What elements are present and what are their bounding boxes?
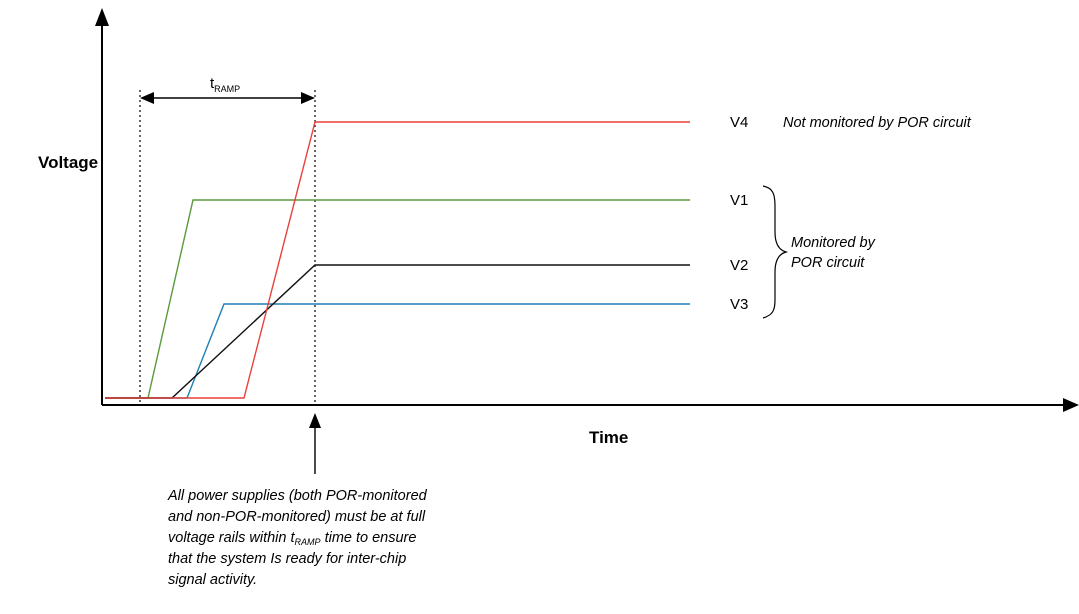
v3-label: V3 <box>730 296 748 313</box>
v4-label: V4 <box>730 114 748 131</box>
y-axis-arrowhead <box>95 8 109 26</box>
v3-trace <box>105 303 690 399</box>
x-axis-arrowhead <box>1063 398 1079 412</box>
footnote-pointer-arrowhead <box>309 413 321 428</box>
v4-trace <box>105 121 690 399</box>
v1-trace <box>105 199 690 399</box>
tramp-arrow-right-head <box>301 92 315 104</box>
v4-note: Not monitored by POR circuit <box>783 115 972 131</box>
v1-label: V1 <box>730 192 748 209</box>
v2-label: V2 <box>730 257 748 274</box>
monitored-brace <box>762 185 789 319</box>
tramp-label: tRAMP <box>210 75 240 94</box>
v2-trace <box>105 264 690 399</box>
brace-note: Monitored by POR circuit <box>791 235 879 271</box>
y-axis-label: Voltage <box>38 153 98 172</box>
footnote-text: All power supplies (both POR-monitored a… <box>167 488 431 588</box>
tramp-arrow-left-head <box>140 92 154 104</box>
x-axis-label: Time <box>589 428 628 447</box>
